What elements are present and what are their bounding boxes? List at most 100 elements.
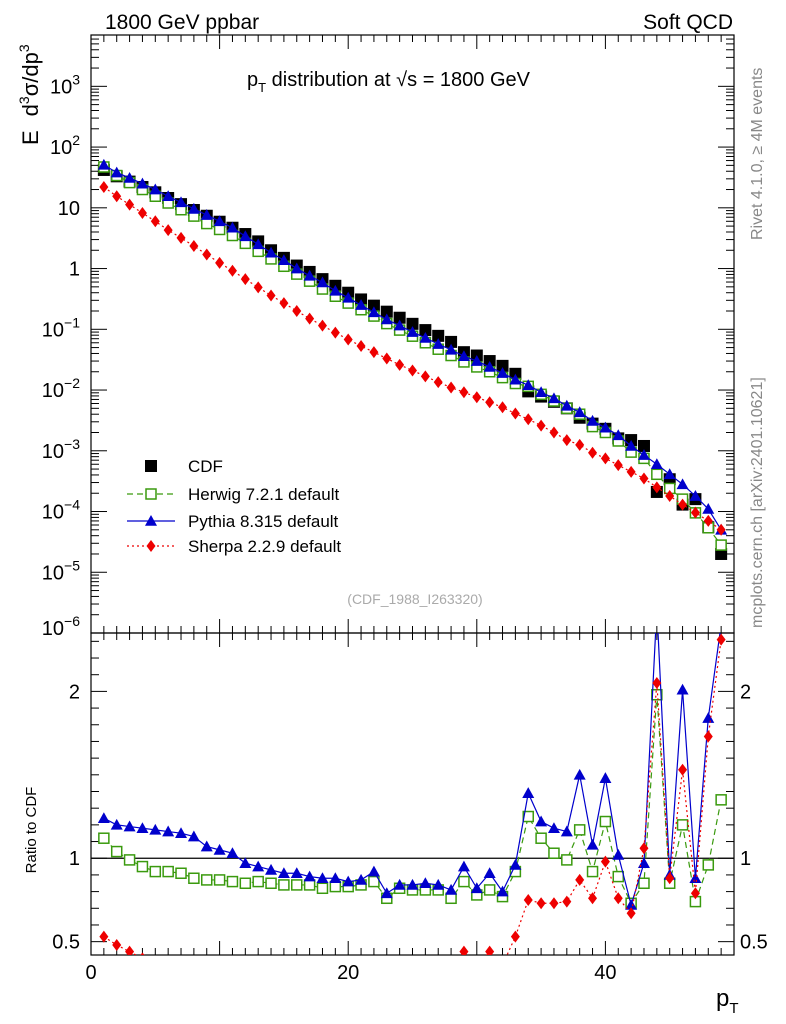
x-tick-label: 20 [337, 962, 359, 984]
legend: CDF Herwig 7.2.1 default Pythia 8.315 defa… [127, 457, 341, 556]
ratio-point-pythia [457, 860, 470, 872]
ratio-point-herwig [586, 865, 599, 878]
point-pythia [97, 158, 110, 170]
ratio-point-herwig [278, 879, 290, 891]
x-axis-label: pT [716, 985, 739, 1017]
ratio-point-pythia [419, 877, 432, 889]
point-sherpa [575, 438, 585, 451]
ratio-point-herwig [123, 854, 136, 866]
ratio-point-pythia [175, 827, 188, 839]
ratio-point-pythia [445, 883, 458, 895]
point-herwig [651, 468, 663, 481]
y-tick-label: 102 [50, 132, 80, 159]
ratio-point-pythia [560, 825, 573, 837]
y-tick-label: 10−5 [42, 557, 80, 584]
ratio-point-pythia [651, 602, 663, 613]
point-sherpa [652, 481, 662, 494]
ratio-point-sherpa [241, 987, 250, 999]
ratio-point-pythia [213, 843, 226, 855]
y-tick-label: 1 [69, 259, 80, 281]
legend-marker-herwig [145, 488, 157, 500]
point-pythia [226, 221, 239, 233]
y-tick-label: 10−4 [42, 497, 80, 524]
ratio-point-sherpa [485, 945, 495, 955]
point-pythia [573, 406, 586, 418]
point-pythia [445, 343, 458, 355]
point-pythia [599, 421, 612, 433]
point-pythia [110, 166, 123, 178]
point-sherpa [356, 340, 366, 353]
ratio-point-pythia [573, 768, 586, 780]
ratio-point-sherpa [267, 991, 276, 1003]
ratio-point-pythia [200, 840, 213, 852]
ratio-point-herwig [522, 810, 534, 823]
point-sherpa [137, 207, 147, 220]
ratio-point-herwig [715, 794, 727, 806]
ratio-point-pythia [599, 772, 612, 783]
main-ylabel: Ed3σ/dp3 [16, 44, 43, 145]
ratio-point-pythia [367, 865, 380, 877]
ratio-point-sherpa [382, 994, 391, 1006]
ratio-point-herwig [98, 832, 110, 844]
point-sherpa [549, 426, 559, 439]
ratio-point-sherpa [434, 986, 443, 998]
ratio-point-sherpa [639, 842, 649, 855]
point-sherpa [330, 326, 340, 339]
ratio-frame [90, 632, 735, 956]
ratio-y-tick-label-right: 2 [740, 681, 751, 703]
point-pythia [316, 276, 329, 288]
ratio-point-pythia [702, 712, 715, 723]
ratio-point-sherpa [536, 897, 546, 910]
ratio-point-sherpa [510, 930, 520, 943]
main-series-group [97, 158, 728, 560]
point-pythia [162, 190, 175, 202]
ratio-point-herwig [226, 875, 239, 888]
point-sherpa [369, 346, 379, 359]
point-sherpa [189, 240, 199, 253]
ratio-point-sherpa [279, 992, 288, 1004]
ratio-point-pythia [509, 858, 522, 870]
point-cdf [432, 329, 445, 342]
point-sherpa [253, 281, 263, 294]
ratio-point-sherpa [447, 982, 456, 994]
ratio-point-pythia [355, 873, 368, 885]
point-sherpa [600, 452, 610, 465]
ratio-point-pythia [329, 872, 342, 884]
ratio-point-sherpa [140, 952, 145, 955]
y-tick-label: 10−2 [42, 375, 80, 402]
point-sherpa [202, 248, 212, 261]
ratio-point-sherpa [549, 897, 559, 910]
point-sherpa [626, 465, 636, 478]
ratio-point-herwig [188, 872, 200, 885]
legend-label-pythia: Pythia 8.315 default [188, 512, 339, 531]
ratio-point-sherpa [562, 895, 572, 908]
ratio-point-pythia [342, 875, 355, 887]
point-pythia [380, 313, 393, 325]
point-pythia [547, 392, 560, 404]
series-line-sherpa [103, 186, 722, 531]
ratio-point-sherpa [99, 930, 109, 943]
point-pythia [303, 269, 316, 281]
ratio-point-pythia [187, 830, 200, 842]
ratio-point-herwig [303, 879, 316, 891]
point-sherpa [227, 264, 237, 277]
ratio-point-sherpa [305, 996, 314, 1008]
point-sherpa [498, 401, 508, 414]
point-pythia [689, 490, 702, 501]
ratio-point-herwig [458, 875, 470, 888]
ratio-point-sherpa [112, 938, 122, 951]
point-sherpa [703, 514, 713, 527]
point-pythia [406, 326, 419, 337]
ratio-y-tick-label-right: 0.5 [740, 932, 768, 954]
point-pythia [200, 209, 213, 220]
ratio-point-sherpa [189, 972, 198, 984]
point-pythia [213, 215, 226, 227]
point-sherpa [472, 391, 482, 404]
ratio-point-herwig [291, 879, 303, 891]
point-pythia [560, 399, 573, 411]
ratio-point-sherpa [254, 989, 263, 1001]
point-cdf [393, 311, 406, 324]
point-pythia [342, 291, 355, 303]
point-pythia [586, 414, 599, 426]
y-tick-label: 10 [58, 198, 80, 220]
